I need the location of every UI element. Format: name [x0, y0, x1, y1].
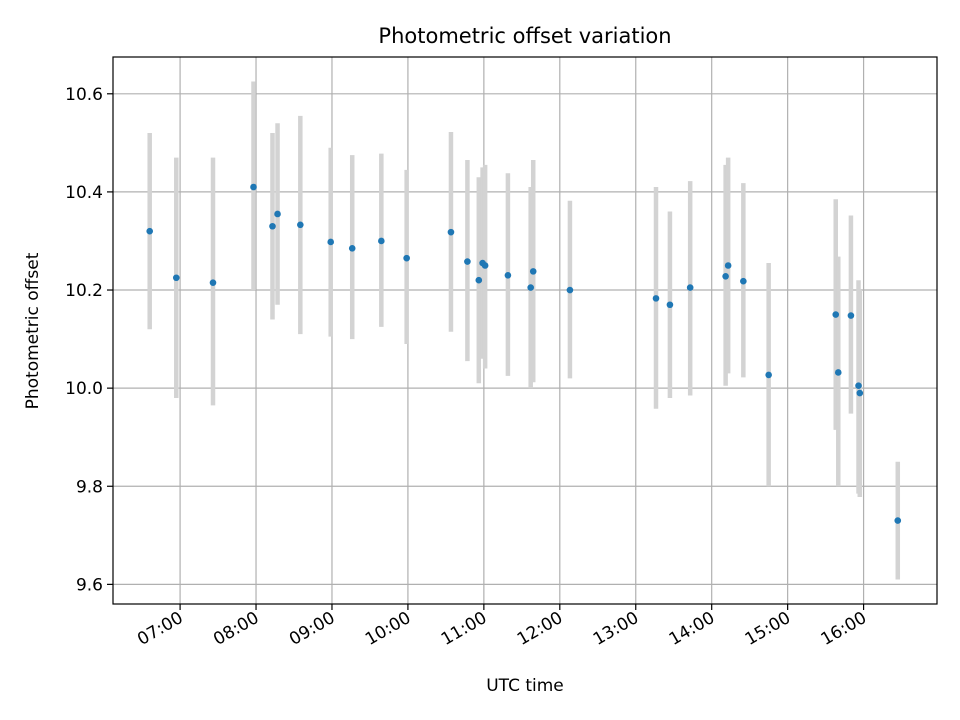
data-point — [403, 254, 410, 262]
data-point — [146, 227, 154, 235]
data-point — [894, 517, 902, 524]
x-axis-label: UTC time — [486, 676, 564, 696]
y-tick-label: 9.8 — [76, 477, 103, 497]
data-point — [566, 286, 574, 294]
data-point — [464, 258, 471, 265]
data-point — [652, 295, 660, 302]
data-point — [297, 221, 304, 229]
data-point — [856, 389, 864, 397]
chart-title: Photometric offset variation — [378, 24, 671, 48]
y-tick-label: 10.2 — [65, 281, 103, 301]
y-axis: 9.6 9.8 10.0 10.2 10.4 10.6 — [65, 85, 113, 595]
data-point — [274, 210, 281, 218]
data-point — [855, 382, 862, 389]
data-point — [722, 272, 729, 280]
plot-frame — [112, 56, 938, 605]
data-point — [269, 222, 276, 230]
data-point — [847, 312, 855, 319]
data-point — [327, 238, 335, 246]
data-point — [209, 279, 217, 286]
y-tick-label: 10.0 — [65, 379, 103, 399]
data-point — [724, 262, 732, 269]
data-point — [172, 274, 180, 282]
y-tick-label: 9.6 — [76, 575, 103, 595]
y-tick-label: 10.4 — [65, 183, 103, 203]
data-point — [834, 369, 842, 376]
data-point — [686, 284, 694, 291]
data-point — [740, 277, 747, 285]
data-point — [529, 268, 537, 275]
data-point — [765, 371, 772, 379]
data-point — [527, 284, 534, 291]
data-point — [447, 228, 455, 236]
y-axis-label: Photometric offset — [23, 252, 43, 409]
data-point — [348, 245, 356, 252]
data-point — [378, 237, 385, 245]
data-point — [832, 311, 840, 318]
data-point — [504, 272, 512, 279]
data-point — [481, 262, 489, 269]
data-point — [475, 276, 483, 284]
data-point — [250, 183, 257, 191]
y-tick-label: 10.6 — [65, 85, 103, 105]
data-points — [146, 183, 902, 524]
data-point — [666, 301, 674, 309]
